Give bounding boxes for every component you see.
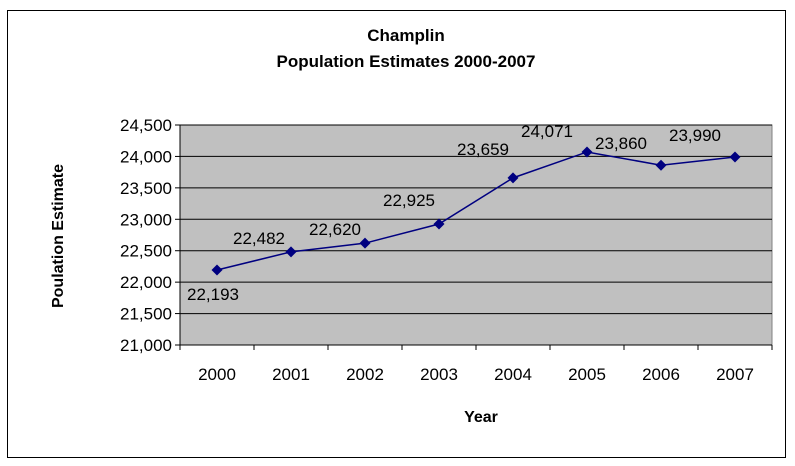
data-point: [581, 146, 593, 158]
y-tick-label: 23,500: [120, 179, 172, 198]
data-label: 22,620: [309, 220, 361, 239]
data-point: [655, 159, 667, 171]
chart-subtitle: Population Estimates 2000-2007: [277, 52, 536, 71]
y-tick-label: 22,500: [120, 242, 172, 261]
chart-title: Champlin: [367, 26, 444, 45]
data-label: 22,925: [383, 191, 435, 210]
x-tick-label: 2006: [642, 365, 680, 384]
x-tick-label: 2001: [272, 365, 310, 384]
series-line: [216, 151, 736, 271]
y-tick-label: 24,000: [120, 147, 172, 166]
x-tick-label: 2007: [716, 365, 754, 384]
x-tick-label: 2000: [198, 365, 236, 384]
y-axis-title: Poulation Estimate: [50, 164, 67, 308]
plot-area: 21,000 21,500 22,000 22,500 23,000 23,500 24,0…: [120, 116, 773, 384]
chart-frame: Champlin Population Estimates 2000-2007 …: [7, 10, 786, 458]
data-label: 22,482: [233, 229, 285, 248]
x-tick-label: 2002: [346, 365, 384, 384]
data-label: 23,860: [595, 134, 647, 153]
data-point: [729, 151, 741, 163]
plot-background: [179, 124, 773, 346]
y-tick-label: 21,000: [120, 336, 172, 355]
x-tick-label: 2005: [568, 365, 606, 384]
chart-svg: Champlin Population Estimates 2000-2007 …: [50, 26, 773, 426]
data-point: [211, 264, 223, 276]
y-tick-label: 21,500: [120, 305, 172, 324]
y-tick-label: 24,500: [120, 116, 172, 135]
data-label: 22,193: [187, 285, 239, 304]
data-point: [433, 218, 445, 230]
data-label: 24,071: [521, 122, 573, 141]
data-label: 23,659: [457, 140, 509, 159]
data-point: [507, 172, 519, 184]
y-tick-label: 23,000: [120, 210, 172, 229]
x-axis-title: Year: [464, 409, 498, 426]
y-tick-label: 22,000: [120, 273, 172, 292]
x-tick-label: 2004: [494, 365, 532, 384]
x-tick-label: 2003: [420, 365, 458, 384]
data-point: [285, 246, 297, 258]
data-point: [359, 237, 371, 249]
data-label: 23,990: [669, 126, 721, 145]
